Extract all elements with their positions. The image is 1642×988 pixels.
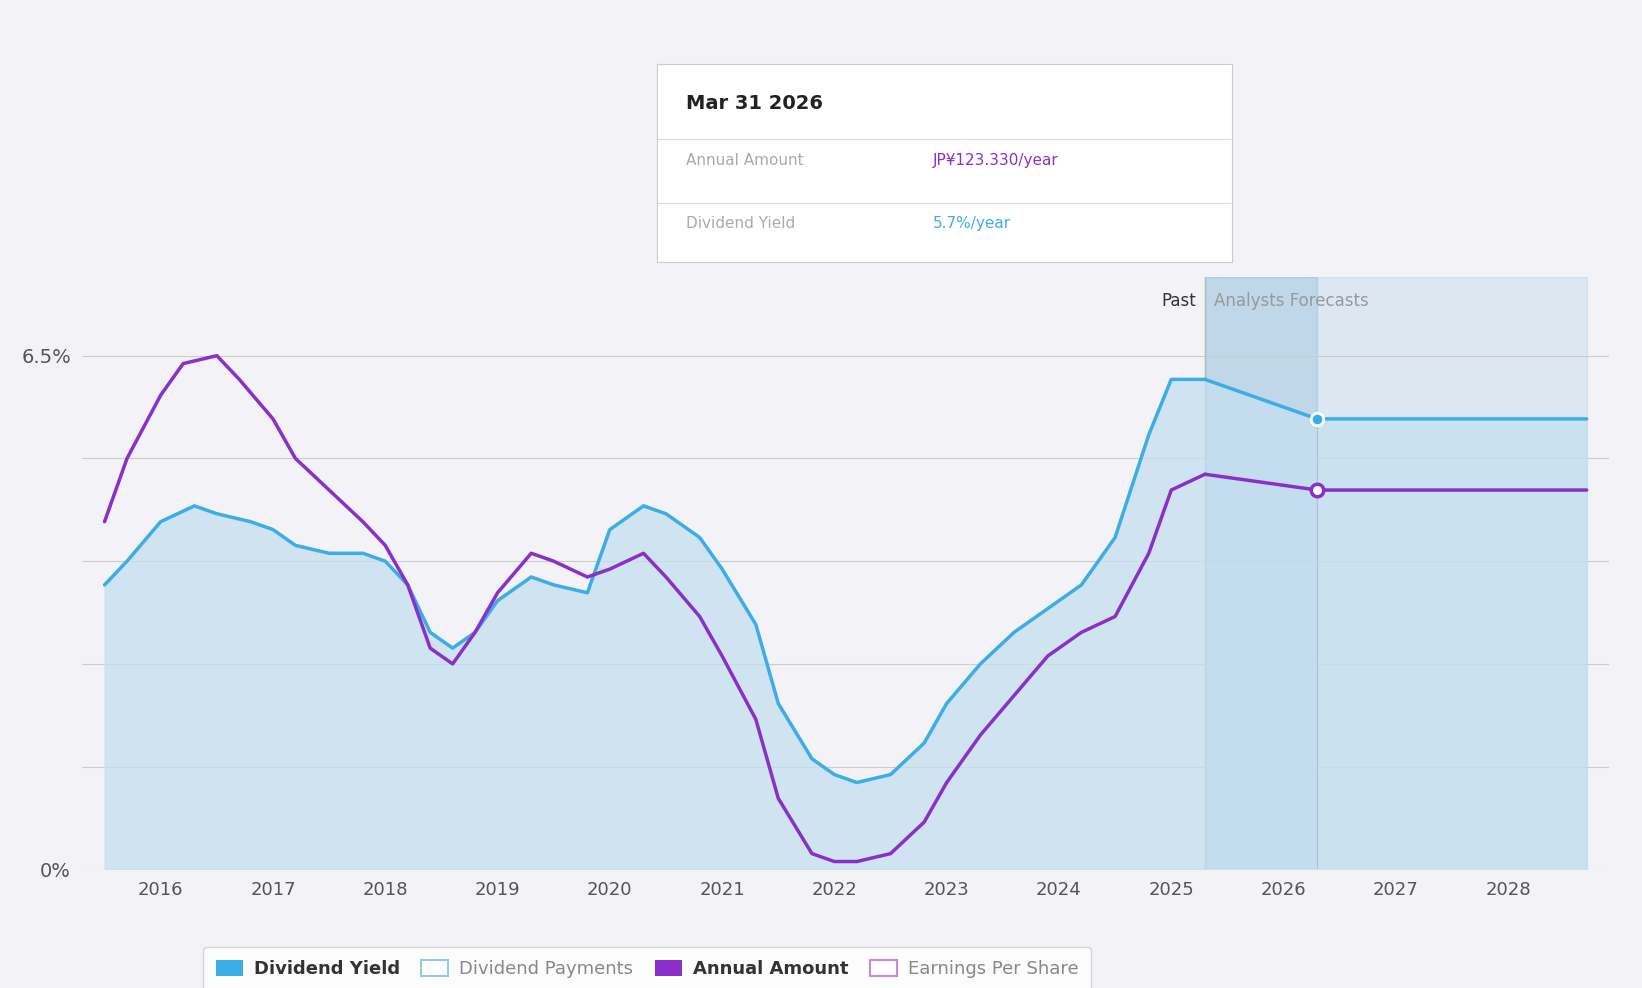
Text: Past: Past bbox=[1161, 292, 1195, 310]
Bar bbox=[1205, 277, 1586, 869]
Legend: Dividend Yield, Dividend Payments, Annual Amount, Earnings Per Share: Dividend Yield, Dividend Payments, Annua… bbox=[204, 947, 1092, 988]
Text: Annual Amount: Annual Amount bbox=[686, 153, 803, 168]
Text: Analysts Forecasts: Analysts Forecasts bbox=[1213, 292, 1369, 310]
Text: JP¥123.330/year: JP¥123.330/year bbox=[933, 153, 1059, 168]
Text: 5.7%/year: 5.7%/year bbox=[933, 216, 1011, 231]
Text: Mar 31 2026: Mar 31 2026 bbox=[686, 94, 823, 113]
Bar bbox=[1205, 277, 1317, 869]
Text: Dividend Yield: Dividend Yield bbox=[686, 216, 795, 231]
